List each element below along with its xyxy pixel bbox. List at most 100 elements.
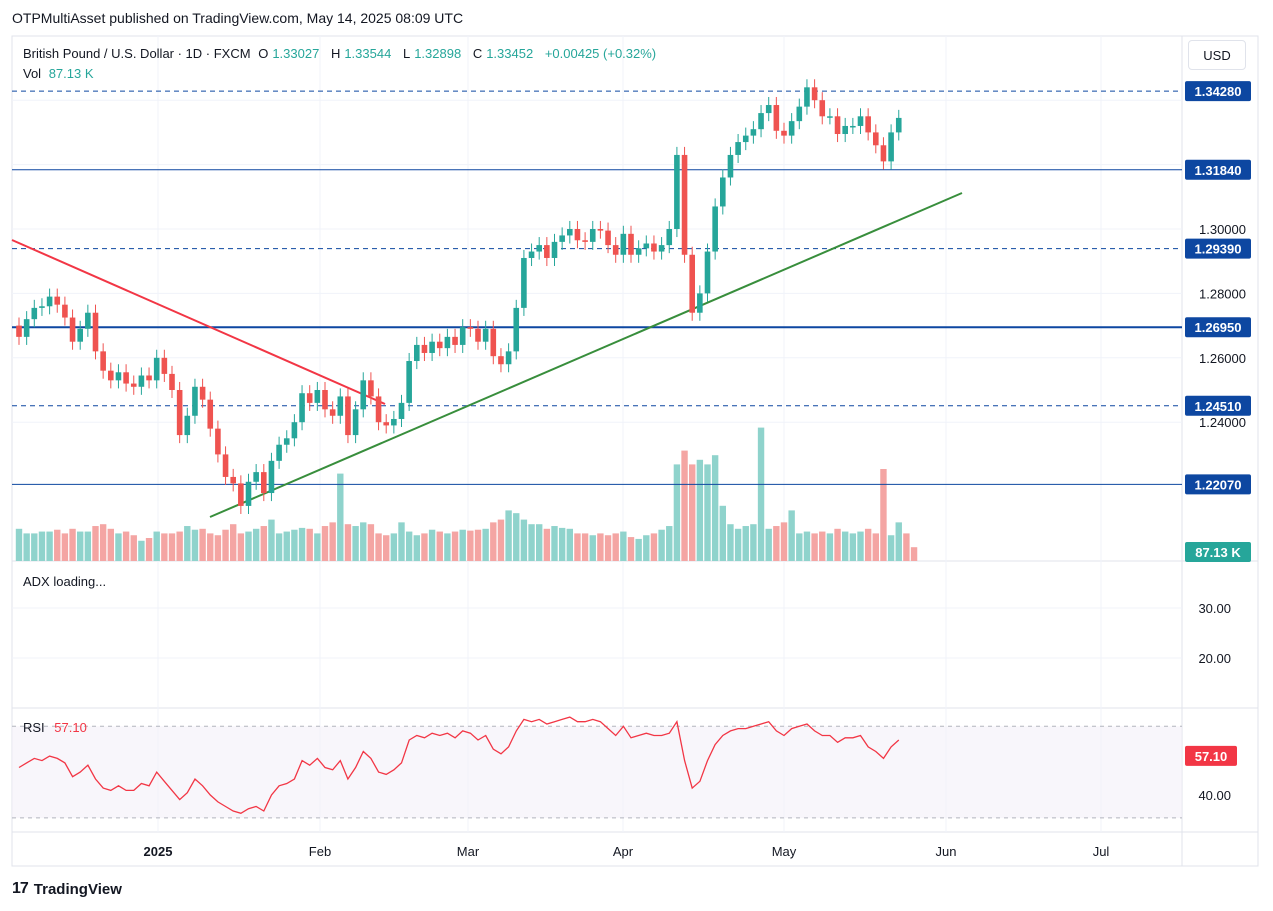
volume-bar bbox=[604, 535, 612, 561]
volume-bar bbox=[673, 464, 681, 561]
price-tick-label: 1.24000 bbox=[1199, 415, 1246, 430]
price-tick-label: 1.26000 bbox=[1199, 351, 1246, 366]
volume-bar bbox=[99, 524, 107, 561]
adx-tick-label: 20.00 bbox=[1198, 651, 1231, 666]
candle-body bbox=[842, 125, 848, 135]
candle-body bbox=[628, 233, 634, 255]
volume-bar bbox=[168, 533, 176, 561]
time-axis-label: Apr bbox=[613, 844, 634, 859]
high-value: 1.33544 bbox=[344, 46, 392, 61]
uptrend-line bbox=[209, 192, 963, 518]
volume-bar bbox=[398, 522, 405, 561]
volume-bar bbox=[696, 459, 704, 561]
volume-bar bbox=[658, 529, 665, 561]
volume-bar bbox=[597, 533, 604, 561]
candle-body bbox=[31, 307, 38, 320]
candle-body bbox=[169, 373, 175, 390]
candle-body bbox=[238, 483, 244, 506]
volume-bar bbox=[38, 531, 46, 561]
candle-body bbox=[612, 245, 619, 255]
candle-body bbox=[574, 229, 581, 241]
volume-legend: Vol 87.13 K bbox=[23, 66, 98, 81]
volume-bar bbox=[750, 524, 757, 561]
candle-body bbox=[788, 121, 795, 136]
candle-body bbox=[184, 415, 191, 436]
volume-bar bbox=[245, 531, 252, 561]
volume-bar bbox=[122, 531, 130, 561]
candle-body bbox=[482, 328, 489, 342]
candle-body bbox=[697, 293, 703, 313]
volume-bar bbox=[321, 526, 329, 561]
candle-body bbox=[888, 132, 894, 162]
candle-body bbox=[857, 116, 864, 126]
volume-bar bbox=[497, 519, 505, 561]
candle-body bbox=[429, 341, 435, 353]
candle-body bbox=[306, 393, 313, 403]
candle-body bbox=[62, 304, 68, 318]
volume-bar bbox=[819, 531, 826, 561]
volume-bar bbox=[834, 528, 841, 561]
candle-body bbox=[108, 370, 114, 381]
volume-bar bbox=[421, 533, 428, 561]
candle-body bbox=[153, 357, 160, 381]
volume-bar bbox=[360, 522, 367, 561]
volume-bar bbox=[230, 524, 237, 561]
price-tick-label: 1.28000 bbox=[1199, 286, 1246, 301]
volume-bar bbox=[765, 528, 772, 561]
volume-bar bbox=[275, 533, 283, 561]
candle-body bbox=[215, 428, 221, 455]
volume-bar bbox=[61, 533, 69, 561]
candle-body bbox=[873, 132, 879, 146]
time-axis-label: Jun bbox=[936, 844, 957, 859]
volume-bar bbox=[268, 519, 275, 561]
volume-bar bbox=[130, 535, 137, 561]
volume-bar bbox=[214, 535, 222, 561]
low-value: 1.32898 bbox=[414, 46, 462, 61]
volume-bar bbox=[31, 533, 38, 561]
volume-bar bbox=[528, 524, 535, 561]
volume-bar bbox=[689, 464, 696, 561]
volume-bar bbox=[337, 473, 344, 561]
price-tick-label: 1.30000 bbox=[1199, 222, 1246, 237]
volume-bar bbox=[405, 531, 413, 561]
tradingview-logo[interactable]: 17 TradingView bbox=[12, 880, 122, 898]
candle-body bbox=[880, 145, 887, 162]
symbol-label[interactable]: British Pound / U.S. Dollar · 1D · FXCM bbox=[23, 46, 251, 61]
candle-body bbox=[368, 380, 374, 397]
candle-body bbox=[559, 235, 565, 242]
candle-body bbox=[360, 380, 367, 410]
volume-bar bbox=[872, 533, 879, 561]
volume-bar bbox=[23, 533, 30, 561]
volume-bar bbox=[390, 533, 398, 561]
volume-bar bbox=[643, 535, 650, 561]
volume-tag-label: 87.13 K bbox=[1195, 545, 1241, 560]
candle-body bbox=[261, 472, 267, 494]
candle-body bbox=[436, 341, 443, 349]
candle-body bbox=[865, 116, 871, 133]
volume-bar bbox=[581, 533, 589, 561]
volume-bar bbox=[138, 540, 145, 561]
candle-body bbox=[444, 336, 451, 349]
volume-bar bbox=[451, 531, 459, 561]
level-price-label: 1.34280 bbox=[1195, 84, 1242, 99]
level-price-label: 1.29390 bbox=[1195, 242, 1242, 257]
volume-bar bbox=[788, 510, 795, 561]
volume-bar bbox=[84, 531, 92, 561]
volume-tag bbox=[1185, 542, 1251, 562]
candle-body bbox=[582, 240, 588, 242]
candle-body bbox=[337, 396, 344, 416]
candle-body bbox=[100, 351, 106, 371]
rsi-line bbox=[18, 716, 900, 815]
volume-bar bbox=[895, 522, 902, 561]
currency-button[interactable]: USD bbox=[1188, 40, 1246, 70]
volume-bar bbox=[811, 533, 818, 561]
candle-body bbox=[406, 361, 412, 403]
main-pane-bg bbox=[12, 36, 1182, 561]
candle-body bbox=[39, 306, 45, 308]
close-label: C bbox=[472, 46, 483, 61]
candle-body bbox=[115, 372, 122, 381]
volume-bar bbox=[826, 533, 834, 561]
level-price-tag bbox=[1185, 317, 1251, 338]
volume-bar bbox=[704, 464, 711, 561]
